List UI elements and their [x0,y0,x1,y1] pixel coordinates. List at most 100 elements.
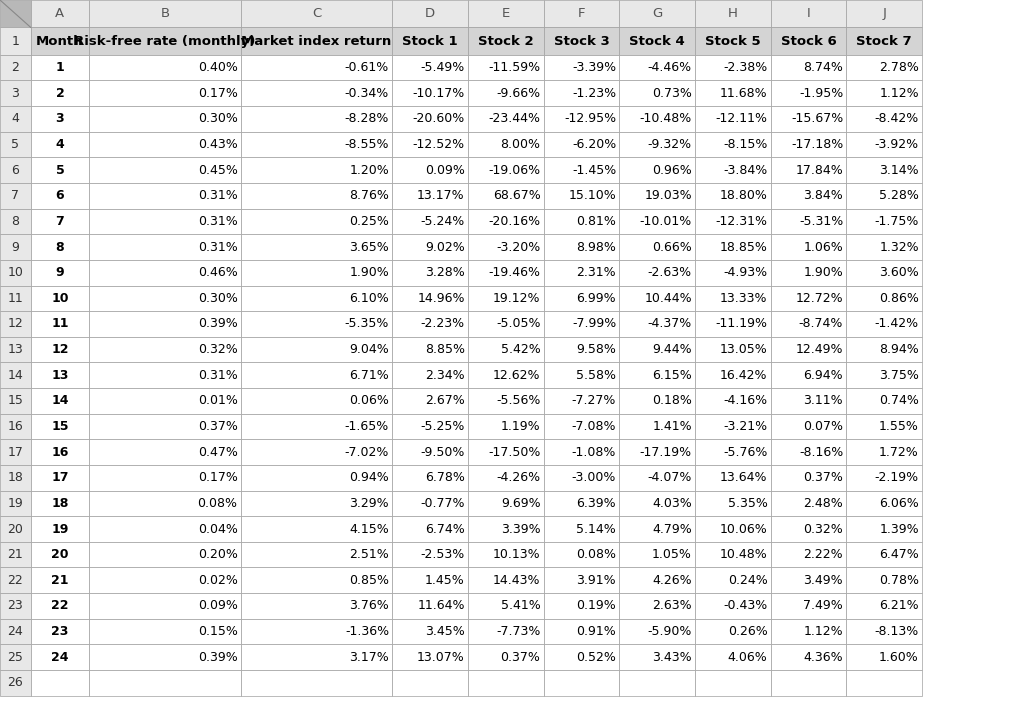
Bar [620,0,695,28]
Bar [241,388,392,414]
Bar [695,542,770,567]
Text: 0.30%: 0.30% [198,112,238,125]
Bar [770,567,846,593]
Text: 0.91%: 0.91% [577,625,616,638]
Text: E: E [502,7,510,20]
Text: 14: 14 [7,369,24,382]
Text: 9.58%: 9.58% [577,343,616,356]
Bar [770,0,846,28]
Text: Stock 4: Stock 4 [629,35,685,48]
Text: 19.03%: 19.03% [644,189,692,202]
Bar [241,414,392,439]
Text: 2.78%: 2.78% [879,61,919,74]
Text: -7.02%: -7.02% [345,446,389,459]
Bar [695,491,770,516]
Text: 15.10%: 15.10% [568,189,616,202]
Text: 6.10%: 6.10% [349,292,389,305]
Bar [620,286,695,311]
Bar [392,670,468,696]
Bar [544,439,620,465]
Text: 2.67%: 2.67% [425,394,465,407]
Text: -12.31%: -12.31% [716,215,767,228]
Text: 3.45%: 3.45% [425,625,465,638]
Text: 13: 13 [51,369,69,382]
Text: 5.58%: 5.58% [577,369,616,382]
Text: 15: 15 [7,394,24,407]
Bar [392,414,468,439]
Text: 10.13%: 10.13% [493,548,541,561]
Bar [770,414,846,439]
Text: A: A [55,7,65,20]
Bar [544,337,620,362]
Text: 0.18%: 0.18% [652,394,692,407]
Bar [544,465,620,491]
Text: 3.84%: 3.84% [804,189,843,202]
Bar [89,619,241,644]
Bar [770,593,846,619]
Text: -2.63%: -2.63% [648,266,692,279]
Bar [241,260,392,286]
Text: -8.55%: -8.55% [345,138,389,151]
Text: 0.73%: 0.73% [652,87,692,100]
Bar [31,286,89,311]
Text: 13.07%: 13.07% [417,651,465,664]
Bar [770,337,846,362]
Text: 2.31%: 2.31% [577,266,616,279]
Text: Stock 3: Stock 3 [554,35,609,48]
Bar [468,619,544,644]
Text: 4.26%: 4.26% [652,574,692,587]
Bar [392,286,468,311]
Bar [0,260,31,286]
Text: Stock 2: Stock 2 [478,35,534,48]
Bar [31,388,89,414]
Text: 1.12%: 1.12% [804,625,843,638]
Bar [695,27,770,55]
Text: 0.78%: 0.78% [879,574,919,587]
Text: 1: 1 [55,61,65,74]
Text: 1.05%: 1.05% [652,548,692,561]
Bar [0,311,31,337]
Text: -17.50%: -17.50% [488,446,541,459]
Bar [468,55,544,80]
Text: 8: 8 [11,215,19,228]
Bar [544,491,620,516]
Bar [846,0,922,28]
Text: 6.15%: 6.15% [652,369,692,382]
Text: 3: 3 [11,87,19,100]
Text: 6: 6 [11,164,19,177]
Bar [31,593,89,619]
Text: 9.44%: 9.44% [652,343,692,356]
Bar [620,106,695,132]
Text: -9.50%: -9.50% [421,446,465,459]
Text: 0.08%: 0.08% [577,548,616,561]
Bar [846,593,922,619]
Text: 8.98%: 8.98% [577,241,616,253]
Text: 12.72%: 12.72% [796,292,843,305]
Text: 3.76%: 3.76% [349,600,389,612]
Bar [544,593,620,619]
Bar [695,516,770,542]
Text: 0.31%: 0.31% [198,369,238,382]
Text: -3.84%: -3.84% [723,164,767,177]
Bar [89,132,241,157]
Bar [620,439,695,465]
Bar [392,183,468,209]
Bar [89,311,241,337]
Bar [544,286,620,311]
Text: -0.34%: -0.34% [345,87,389,100]
Text: 0.94%: 0.94% [349,471,389,484]
Bar [0,465,31,491]
Text: 1.32%: 1.32% [880,241,919,253]
Bar [241,439,392,465]
Bar [89,465,241,491]
Bar [620,619,695,644]
Text: 19: 19 [51,523,69,535]
Bar [846,311,922,337]
Bar [89,388,241,414]
Bar [770,619,846,644]
Text: -7.27%: -7.27% [571,394,616,407]
Text: 0.09%: 0.09% [425,164,465,177]
Bar [468,0,544,28]
Bar [846,337,922,362]
Bar [31,567,89,593]
